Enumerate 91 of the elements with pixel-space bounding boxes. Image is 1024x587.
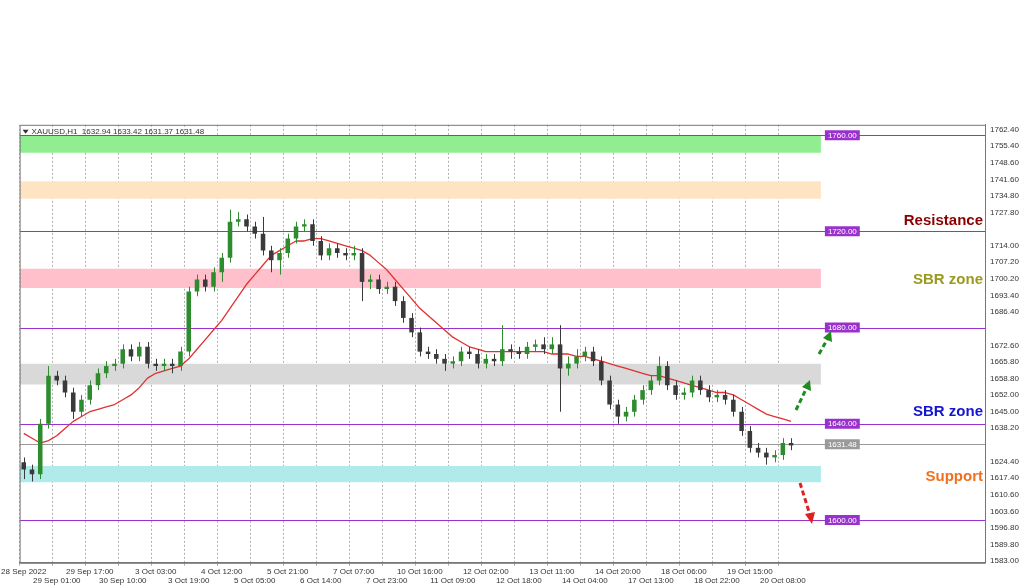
x-tick-label: 20 Oct 08:00 (759, 576, 807, 586)
candlestick (599, 355, 604, 386)
y-tick-label: 1617.40 (990, 473, 1020, 483)
y-tick-label: 1748.60 (990, 157, 1020, 167)
y-tick-label: 1700.20 (990, 274, 1020, 284)
candlestick (500, 324, 505, 367)
candlestick (70, 387, 76, 420)
candlestick (566, 355, 571, 377)
x-tick-label: 4 Oct 12:00 (201, 566, 243, 576)
x-tick-label: 14 Oct 04:00 (561, 576, 609, 586)
y-tick-label: 1727.80 (990, 207, 1020, 217)
y-tick-label: 1624.40 (990, 456, 1020, 466)
candlestick (178, 346, 183, 372)
ref-line-label: 1631.48 (827, 439, 858, 449)
candlestick (574, 348, 579, 369)
candlestick (219, 252, 225, 283)
ref-line-label: 1720.00 (827, 227, 858, 237)
candlestick (409, 312, 414, 338)
candlestick (120, 343, 126, 369)
y-tick-label: 1658.80 (990, 373, 1020, 383)
annotation: Resistance (903, 210, 983, 228)
ref-line-label: 1640.00 (827, 419, 858, 429)
x-tick-label: 13 Oct 11:00 (529, 566, 575, 576)
y-tick-label: 1734.80 (990, 190, 1020, 200)
candlestick (79, 394, 84, 418)
y-tick-label: 1665.80 (990, 356, 1020, 366)
y-tick-label: 1638.20 (990, 423, 1020, 433)
y-tick-label: 1755.40 (990, 141, 1020, 151)
annotation: Support (925, 466, 983, 484)
x-tick-label: 18 Oct 06:00 (660, 566, 708, 576)
x-tick-label: 12 Oct 02:00 (462, 566, 510, 576)
candlestick (640, 384, 645, 406)
candlestick (648, 375, 654, 396)
candlestick (731, 394, 736, 418)
ref-line-label: 1600.00 (827, 515, 858, 525)
candlestick (376, 274, 381, 295)
x-tick-label: 18 Oct 22:00 (693, 576, 741, 586)
candlestick (87, 379, 93, 406)
ref-line-label: 1760.00 (827, 130, 858, 140)
candlestick (632, 394, 637, 418)
candlestick (277, 247, 282, 276)
y-tick-label: 1589.80 (990, 539, 1020, 549)
y-tick-label: 1583.00 (990, 556, 1020, 566)
x-tick-label: 3 Oct 03:00 (135, 566, 177, 576)
y-tick-label: 1762.40 (990, 124, 1020, 134)
candlestick (310, 218, 315, 247)
x-tick-label: 17 Oct 13:00 (627, 576, 675, 586)
y-tick-label: 1596.80 (990, 522, 1020, 532)
y-tick-label: 1645.00 (990, 406, 1020, 416)
candlestick (62, 375, 68, 398)
candlestick (665, 360, 670, 391)
candlestick (145, 341, 150, 369)
annotation: SBR zone (912, 269, 983, 287)
x-tick-label: 19 Oct 15:00 (726, 566, 774, 576)
x-tick-label: 7 Oct 23:00 (366, 576, 409, 586)
x-tick-label: 29 Sep 01:00 (32, 576, 82, 586)
x-tick-label: 10 Oct 16:00 (396, 566, 444, 576)
candlestick (136, 341, 142, 362)
x-tick-label: 29 Sep 17:00 (65, 566, 115, 576)
candlestick (401, 295, 406, 324)
x-tick-label: 12 Oct 18:00 (495, 576, 543, 586)
annotation: XAUUSD,H1 1632.94 1633.42 1631.37 1631.48 (31, 127, 205, 136)
x-tick-label: 6 Oct 14:00 (300, 576, 343, 586)
x-tick-label: 7 Oct 07:00 (333, 566, 376, 576)
x-tick-label: 28 Sep 2022 (1, 566, 47, 576)
candlestick (211, 266, 216, 292)
y-tick-label: 1686.40 (990, 307, 1020, 317)
y-tick-label: 1693.40 (990, 290, 1020, 300)
candlestick (673, 379, 678, 401)
annotation: SBR zone (912, 402, 983, 420)
ref-line-label: 1680.00 (827, 323, 858, 333)
x-tick-label: 5 Oct 05:00 (234, 576, 276, 586)
y-tick-label: 1652.00 (990, 390, 1020, 400)
y-tick-label: 1741.60 (990, 174, 1020, 184)
candlestick (21, 456, 27, 480)
y-tick-label: 1603.60 (990, 506, 1020, 516)
candlestick (417, 327, 423, 357)
x-tick-label: 5 Oct 21:00 (267, 566, 310, 576)
y-tick-label: 1610.60 (990, 489, 1020, 499)
x-tick-label: 14 Oct 20:00 (594, 566, 642, 576)
x-tick-label: 3 Oct 19:00 (168, 576, 210, 586)
candlestick (739, 406, 744, 437)
y-tick-label: 1714.00 (990, 240, 1020, 250)
y-tick-label: 1707.20 (990, 257, 1020, 267)
candlestick (698, 375, 703, 396)
x-tick-label: 30 Sep 10:00 (98, 576, 148, 586)
y-tick-label: 1672.60 (990, 340, 1020, 350)
x-tick-label: 11 Oct 09:00 (430, 576, 476, 586)
candlestick (689, 375, 695, 398)
candlestick (475, 348, 480, 369)
candlestick (269, 245, 274, 273)
